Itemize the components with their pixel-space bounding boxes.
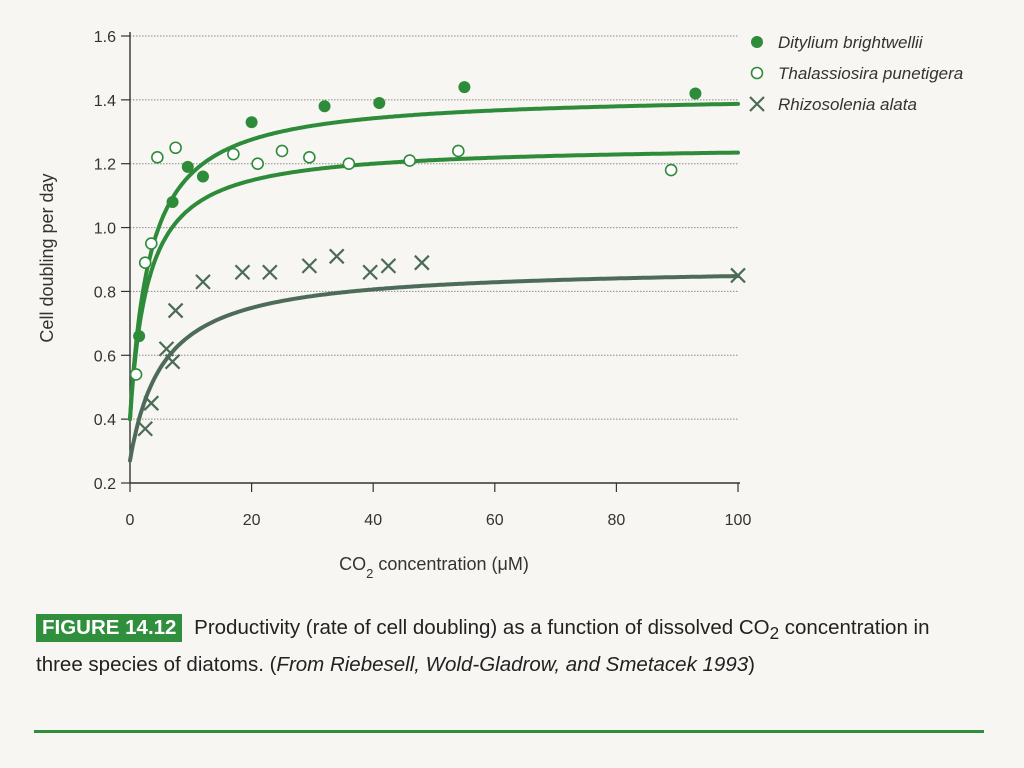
data-point [328,248,345,265]
x-tick-label: 80 [608,512,626,529]
caption-text-middle: concentration in three species of diatom… [36,616,930,677]
y-tick-label: 1.6 [94,29,116,46]
data-point [262,264,278,281]
data-point [373,97,386,110]
data-point [138,256,152,269]
y-axis-label: Cell doubling per day [37,173,57,342]
data-point [151,151,164,164]
x-marker-stroke [137,420,153,437]
data-point [275,144,289,158]
data-point [414,254,430,271]
x-marker-stroke [167,302,184,319]
caption-text: Productivity (rate of cell doubling) as … [188,616,770,639]
data-point [143,395,160,411]
data-point [129,368,143,381]
legend-label: Rhizosolenia alata [778,95,917,114]
data-point [234,264,251,281]
legend-label: Thalassiosira punetigera [778,64,963,83]
caption-end: ) [748,653,755,677]
data-point [342,157,356,171]
gridlines [130,35,738,484]
figure-caption: FIGURE 14.12 Productivity (rate of cell … [36,612,976,680]
x-marker-stroke [262,264,278,281]
data-point [303,151,316,164]
x-marker-stroke [195,274,211,290]
x-marker-stroke [380,258,397,274]
x-tick-label: 20 [243,512,261,529]
data-point [730,267,746,284]
fit-curves [128,101,740,463]
data-point [181,160,194,173]
x-tick-label: 100 [725,512,752,529]
caption-subscript: 2 [769,624,780,644]
legend-label: Ditylium brightwellii [778,33,924,52]
data-point [689,87,702,100]
data-point [362,264,378,281]
x-marker-stroke [414,254,430,271]
data-point [166,196,179,209]
y-tick-label: 0.4 [94,412,116,429]
y-tick-label: 0.8 [94,284,116,301]
x-axis-label: CO2 concentration (μM) [339,554,529,581]
data-point [137,420,153,437]
data-point [380,258,397,274]
legend-marker [750,66,764,80]
data-points [129,81,746,437]
x-marker-stroke [158,341,175,357]
data-point [403,154,416,167]
data-point [452,144,465,158]
legend-marker [749,96,765,112]
y-tick-label: 1.0 [94,221,116,238]
data-point [251,157,264,171]
x-marker-stroke [730,267,746,284]
y-tick-label: 1.2 [94,157,116,174]
x-marker-stroke [143,395,160,411]
data-point [158,341,175,357]
data-point [164,353,181,370]
data-point [133,330,146,343]
data-point [664,163,678,177]
x-marker-stroke [328,248,345,265]
axes: 0.2 0.4 0.6 0.8 1.0 1.2 1.4 1.6 0 20 40 60 80 100 [94,29,752,529]
x-tick-label: 0 [126,512,135,529]
y-tick-label: 1.4 [94,93,116,110]
data-point [318,100,331,113]
x-marker-stroke [362,264,378,281]
caption-source: From Riebesell, Wold-Gladrow, and Smetac… [276,653,749,677]
data-point [167,302,184,319]
x-tick-label: 40 [364,512,382,529]
legend: Ditylium brightwellii Thalassiosira punet… [749,33,963,114]
data-point [245,116,258,129]
figure-label: FIGURE 14.12 [36,614,183,642]
data-point [144,237,158,250]
x-tick-label: 60 [486,512,504,529]
caption-rule [34,730,984,733]
data-point [196,170,209,183]
chart: 0.2 0.4 0.6 0.8 1.0 1.2 1.4 1.6 0 20 40 60 80 100 Dit… [37,29,963,581]
x-marker-stroke [749,96,765,112]
y-tick-label: 0.6 [94,348,116,365]
data-point [169,141,182,155]
data-point [227,147,240,161]
data-point [195,274,211,290]
data-point [301,258,318,274]
x-marker-stroke [234,264,251,281]
fit-curve [128,101,740,422]
fit-curve [128,150,740,422]
x-marker-stroke [301,258,318,274]
data-point [458,81,471,94]
x-marker-stroke [164,353,181,370]
y-tick-label: 0.2 [94,476,116,493]
fit-curve [128,274,740,463]
legend-marker [751,36,763,48]
